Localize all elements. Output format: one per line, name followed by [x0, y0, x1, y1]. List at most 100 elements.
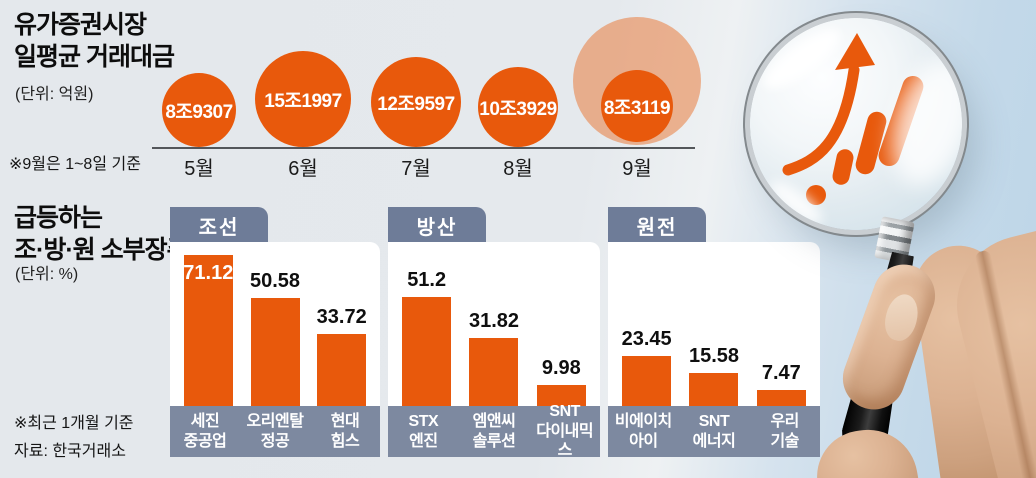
bar-column: 50.58 — [242, 242, 309, 406]
bar-section-title: 급등하는 조·방·원 소부장주 — [14, 203, 190, 266]
card-panel: 51.2 31.82 9.98 STX 엔진 엠앤씨 솔루션 SNT 다이내믹스 — [388, 242, 600, 459]
stock-name-line: 솔루션 — [472, 432, 516, 450]
top-chart-title-line1: 유가증권시장 — [14, 11, 147, 39]
bar-nuclear-2 — [756, 390, 806, 406]
category-tab: 방산 — [388, 207, 486, 243]
bubble-value: 8조9307 — [165, 101, 233, 123]
bar-section-unit: (단위: %) — [15, 266, 79, 283]
stock-name-line: 에너지 — [692, 432, 736, 450]
bar-shipbuilding-0 — [183, 255, 233, 406]
bar-section-footnote: ※최근 1개월 기준 — [14, 415, 134, 432]
stock-name-band: 세진 중공업 오리엔탈 정공 현대 힘스 — [170, 406, 380, 457]
stock-name: 엠앤씨 솔루션 — [459, 412, 530, 451]
bar-column: 7.47 — [748, 242, 815, 406]
trading-value-bubble: 8조3119 — [601, 70, 673, 142]
stock-name-line: 비에이치 — [614, 412, 672, 430]
stock-card-defense: 방산 51.2 31.82 9.98 STX 엔진 엠앤씨 솔루션 SNT 다이내믹스 — [388, 207, 600, 459]
category-tab: 조선 — [170, 207, 268, 243]
stock-name-line: STX — [408, 412, 439, 430]
bar-value: 7.47 — [761, 362, 801, 384]
stock-name-line: SNT — [698, 412, 730, 430]
bubble-baseline — [152, 147, 695, 149]
bar-column: 33.72 — [308, 242, 375, 406]
bar-column: 31.82 — [460, 242, 527, 406]
stock-name-line: 우리 — [770, 412, 799, 430]
trading-value-bubble: 10조3929 — [478, 67, 558, 147]
top-chart-title: 유가증권시장 일평균 거래대금 — [14, 10, 175, 73]
data-source: 자료: 한국거래소 — [14, 443, 126, 460]
hand-fingertip — [809, 421, 923, 478]
bar-defense-2 — [536, 385, 586, 406]
stock-name-line: 엔진 — [409, 432, 438, 450]
stock-name: STX 엔진 — [388, 412, 459, 451]
bar-value: 15.58 — [688, 345, 740, 367]
bar-columns: 23.45 15.58 7.47 — [613, 242, 815, 406]
bar-value: 31.82 — [468, 310, 520, 332]
stock-name-line: 기술 — [770, 432, 799, 450]
bar-value: 51.2 — [407, 269, 447, 291]
stock-name-line: 중공업 — [183, 432, 227, 450]
month-label: 7월 — [401, 158, 431, 180]
bar-columns: 51.2 31.82 9.98 — [393, 242, 595, 406]
stock-name-line: SNT — [549, 403, 580, 421]
bar-nuclear-1 — [689, 373, 739, 406]
rising-arrow-curve — [782, 64, 860, 176]
stock-name-line: 세진 — [190, 412, 220, 430]
stock-name-band: STX 엔진 엠앤씨 솔루션 SNT 다이내믹스 — [388, 403, 600, 459]
month-label: 9월 — [622, 158, 652, 180]
stock-name-line: 힘스 — [330, 432, 360, 450]
bubble-value: 10조3929 — [479, 98, 557, 120]
bar-defense-1 — [469, 338, 519, 406]
bubble-value: 8조3119 — [603, 97, 671, 119]
top-chart-unit: (단위: 억원) — [15, 86, 94, 103]
stock-name-line: 아이 — [629, 432, 658, 450]
bar-section-title-line1: 급등하는 — [14, 204, 103, 232]
month-label: 6월 — [288, 158, 318, 180]
bar-shipbuilding-1 — [250, 298, 300, 406]
month-label: 8월 — [503, 158, 533, 180]
bar-value: 9.98 — [541, 357, 581, 379]
bar-column: 15.58 — [680, 242, 747, 406]
lens-glass — [750, 18, 962, 230]
arrowhead-icon — [835, 33, 875, 70]
bar-value: 50.58 — [249, 270, 301, 292]
bar-value: 23.45 — [621, 328, 672, 350]
bar-section-title-line2: 조·방·원 소부장주 — [14, 235, 190, 264]
bar-column: 71.12 — [175, 242, 242, 406]
bubble-value: 15조1997 — [264, 90, 342, 112]
bar-value: 33.72 — [316, 306, 367, 328]
stock-name: SNT 다이내믹스 — [529, 402, 600, 461]
month-label: 5월 — [184, 158, 214, 180]
trading-value-bubble: 15조1997 — [255, 51, 351, 147]
category-tab: 원전 — [608, 207, 706, 243]
bar-columns: 71.12 50.58 33.72 — [175, 242, 375, 406]
stock-name: SNT 에너지 — [679, 412, 750, 451]
bar-shipbuilding-2 — [317, 334, 367, 406]
trading-value-bubble: 8조9307 — [162, 73, 236, 147]
trading-value-bubble: 12조9597 — [371, 57, 461, 147]
stock-name-line: 현대 — [330, 412, 360, 430]
top-chart-footnote: ※9월은 1~8일 기준 — [9, 156, 141, 173]
card-panel: 71.12 50.58 33.72 세진 중공업 오리엔탈 정공 현대 힘스 — [170, 242, 380, 457]
bar-column: 23.45 — [613, 242, 680, 406]
bubble-value: 12조9597 — [377, 93, 455, 115]
stock-name-line: 오리엔탈 — [246, 412, 304, 430]
bar-column: 9.98 — [528, 242, 595, 406]
top-chart-title-line2: 일평균 거래대금 — [14, 42, 175, 71]
chart-dot — [806, 185, 826, 205]
bar-defense-0 — [402, 297, 452, 406]
stock-name-line: 정공 — [260, 432, 290, 450]
stock-card-shipbuilding: 조선 71.12 50.58 33.72 세진 중공업 오리엔탈 정공 현대 힘스 — [170, 207, 380, 457]
bar-value: 71.12 — [183, 262, 234, 284]
bar-column: 51.2 — [393, 242, 460, 406]
magnifying-glass-lens — [750, 18, 962, 230]
